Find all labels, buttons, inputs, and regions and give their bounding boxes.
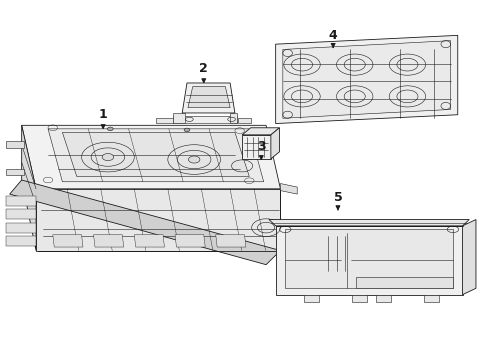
Ellipse shape [188,156,200,163]
Ellipse shape [102,154,113,161]
Polygon shape [424,294,438,302]
Polygon shape [6,141,24,148]
Polygon shape [6,209,36,219]
Polygon shape [53,235,83,247]
Polygon shape [21,125,280,189]
Polygon shape [230,113,237,123]
Polygon shape [304,294,318,302]
Ellipse shape [107,127,113,131]
Polygon shape [6,223,36,233]
Polygon shape [156,118,173,123]
Polygon shape [48,129,263,182]
Polygon shape [6,196,36,206]
Text: 1: 1 [99,108,107,129]
Polygon shape [175,235,205,247]
Polygon shape [242,135,270,159]
Polygon shape [6,170,24,175]
Polygon shape [215,235,245,247]
Text: 4: 4 [328,29,337,48]
Polygon shape [285,229,452,288]
Polygon shape [280,184,297,194]
Polygon shape [268,220,468,226]
Text: 5: 5 [333,191,342,210]
Polygon shape [93,235,123,247]
Polygon shape [282,41,449,118]
Polygon shape [351,294,366,302]
Polygon shape [172,117,237,123]
Polygon shape [62,132,249,176]
Polygon shape [242,128,279,135]
Polygon shape [172,113,184,123]
Text: 3: 3 [256,140,265,159]
Polygon shape [21,125,36,251]
Polygon shape [375,294,390,302]
Polygon shape [270,128,279,159]
Text: 2: 2 [199,62,208,83]
Polygon shape [238,118,250,123]
Polygon shape [10,180,280,265]
Polygon shape [36,189,280,251]
Polygon shape [462,220,475,294]
Polygon shape [187,86,230,108]
Polygon shape [182,83,234,113]
Ellipse shape [184,128,189,132]
Polygon shape [356,278,452,288]
Polygon shape [275,226,462,294]
Polygon shape [275,35,457,123]
Polygon shape [6,236,36,246]
Polygon shape [134,235,164,247]
